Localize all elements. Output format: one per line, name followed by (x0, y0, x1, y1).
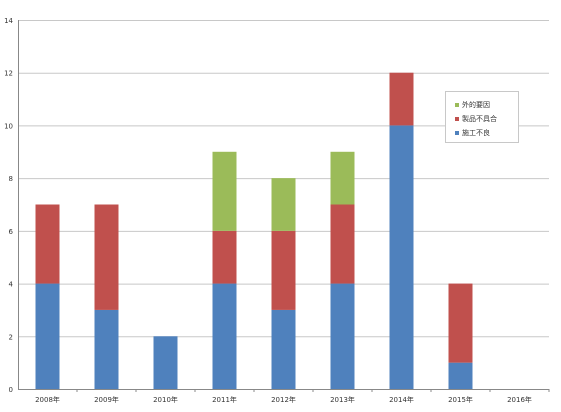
bar-2012年-外的要因 (271, 178, 296, 231)
y-tick-label: 14 (4, 17, 13, 25)
bar-2013年-外的要因 (330, 151, 355, 205)
bar-2009年-製品不具合 (94, 204, 119, 310)
x-tick-label: 2008年 (35, 395, 60, 404)
y-tick-label: 4 (9, 281, 14, 289)
y-tick-label: 12 (4, 70, 13, 78)
legend-item: 外的要因 (455, 98, 518, 112)
legend-label: 製品不具合 (462, 115, 497, 123)
bar-2015年-施工不良 (448, 362, 473, 389)
y-tick-label: 2 (9, 333, 13, 341)
bar-2008年-製品不具合 (35, 204, 60, 284)
bar-2011年-製品不具合 (212, 230, 237, 284)
bar-2010年-施工不良 (153, 336, 178, 389)
y-tick-label: 0 (9, 386, 13, 394)
x-tick-label: 2016年 (507, 395, 532, 404)
bar-layer (35, 72, 473, 389)
bar-2011年-施工不良 (212, 283, 237, 389)
bar-2012年-施工不良 (271, 309, 296, 389)
bar-2015年-製品不具合 (448, 283, 473, 363)
x-tick-label: 2009年 (94, 395, 119, 404)
y-tick-label: 6 (9, 228, 14, 236)
bar-2011年-外的要因 (212, 151, 237, 231)
legend-label: 施工不良 (462, 129, 490, 137)
legend-swatch (455, 103, 459, 107)
x-tick-label: 2012年 (271, 395, 296, 404)
x-tick-label: 2015年 (448, 395, 473, 404)
legend-swatch (455, 117, 459, 121)
x-tick-label: 2011年 (212, 395, 237, 404)
legend-swatch (455, 131, 459, 135)
legend-label: 外的要因 (462, 101, 490, 109)
legend-item: 製品不具合 (455, 112, 518, 126)
legend: 外的要因製品不具合施工不良 (445, 91, 519, 143)
bar-2013年-製品不具合 (330, 204, 355, 284)
y-tick-label: 10 (4, 122, 13, 130)
bar-2008年-施工不良 (35, 283, 60, 389)
bar-2014年-施工不良 (389, 125, 414, 389)
bar-2012年-製品不具合 (271, 230, 296, 310)
x-tick-label: 2010年 (153, 395, 178, 404)
bar-2009年-施工不良 (94, 309, 119, 389)
axis-layer: 0 2 4 6 8 10 12 14 2008年 2009年 2010年 2011年 2012年 2013… (4, 17, 550, 404)
bar-2014年-製品不具合 (389, 72, 414, 126)
x-tick-label: 2014年 (389, 395, 414, 404)
y-tick-label: 8 (9, 175, 13, 183)
legend-item: 施工不良 (455, 126, 518, 140)
bar-2013年-施工不良 (330, 283, 355, 389)
x-tick-label: 2013年 (330, 395, 355, 404)
